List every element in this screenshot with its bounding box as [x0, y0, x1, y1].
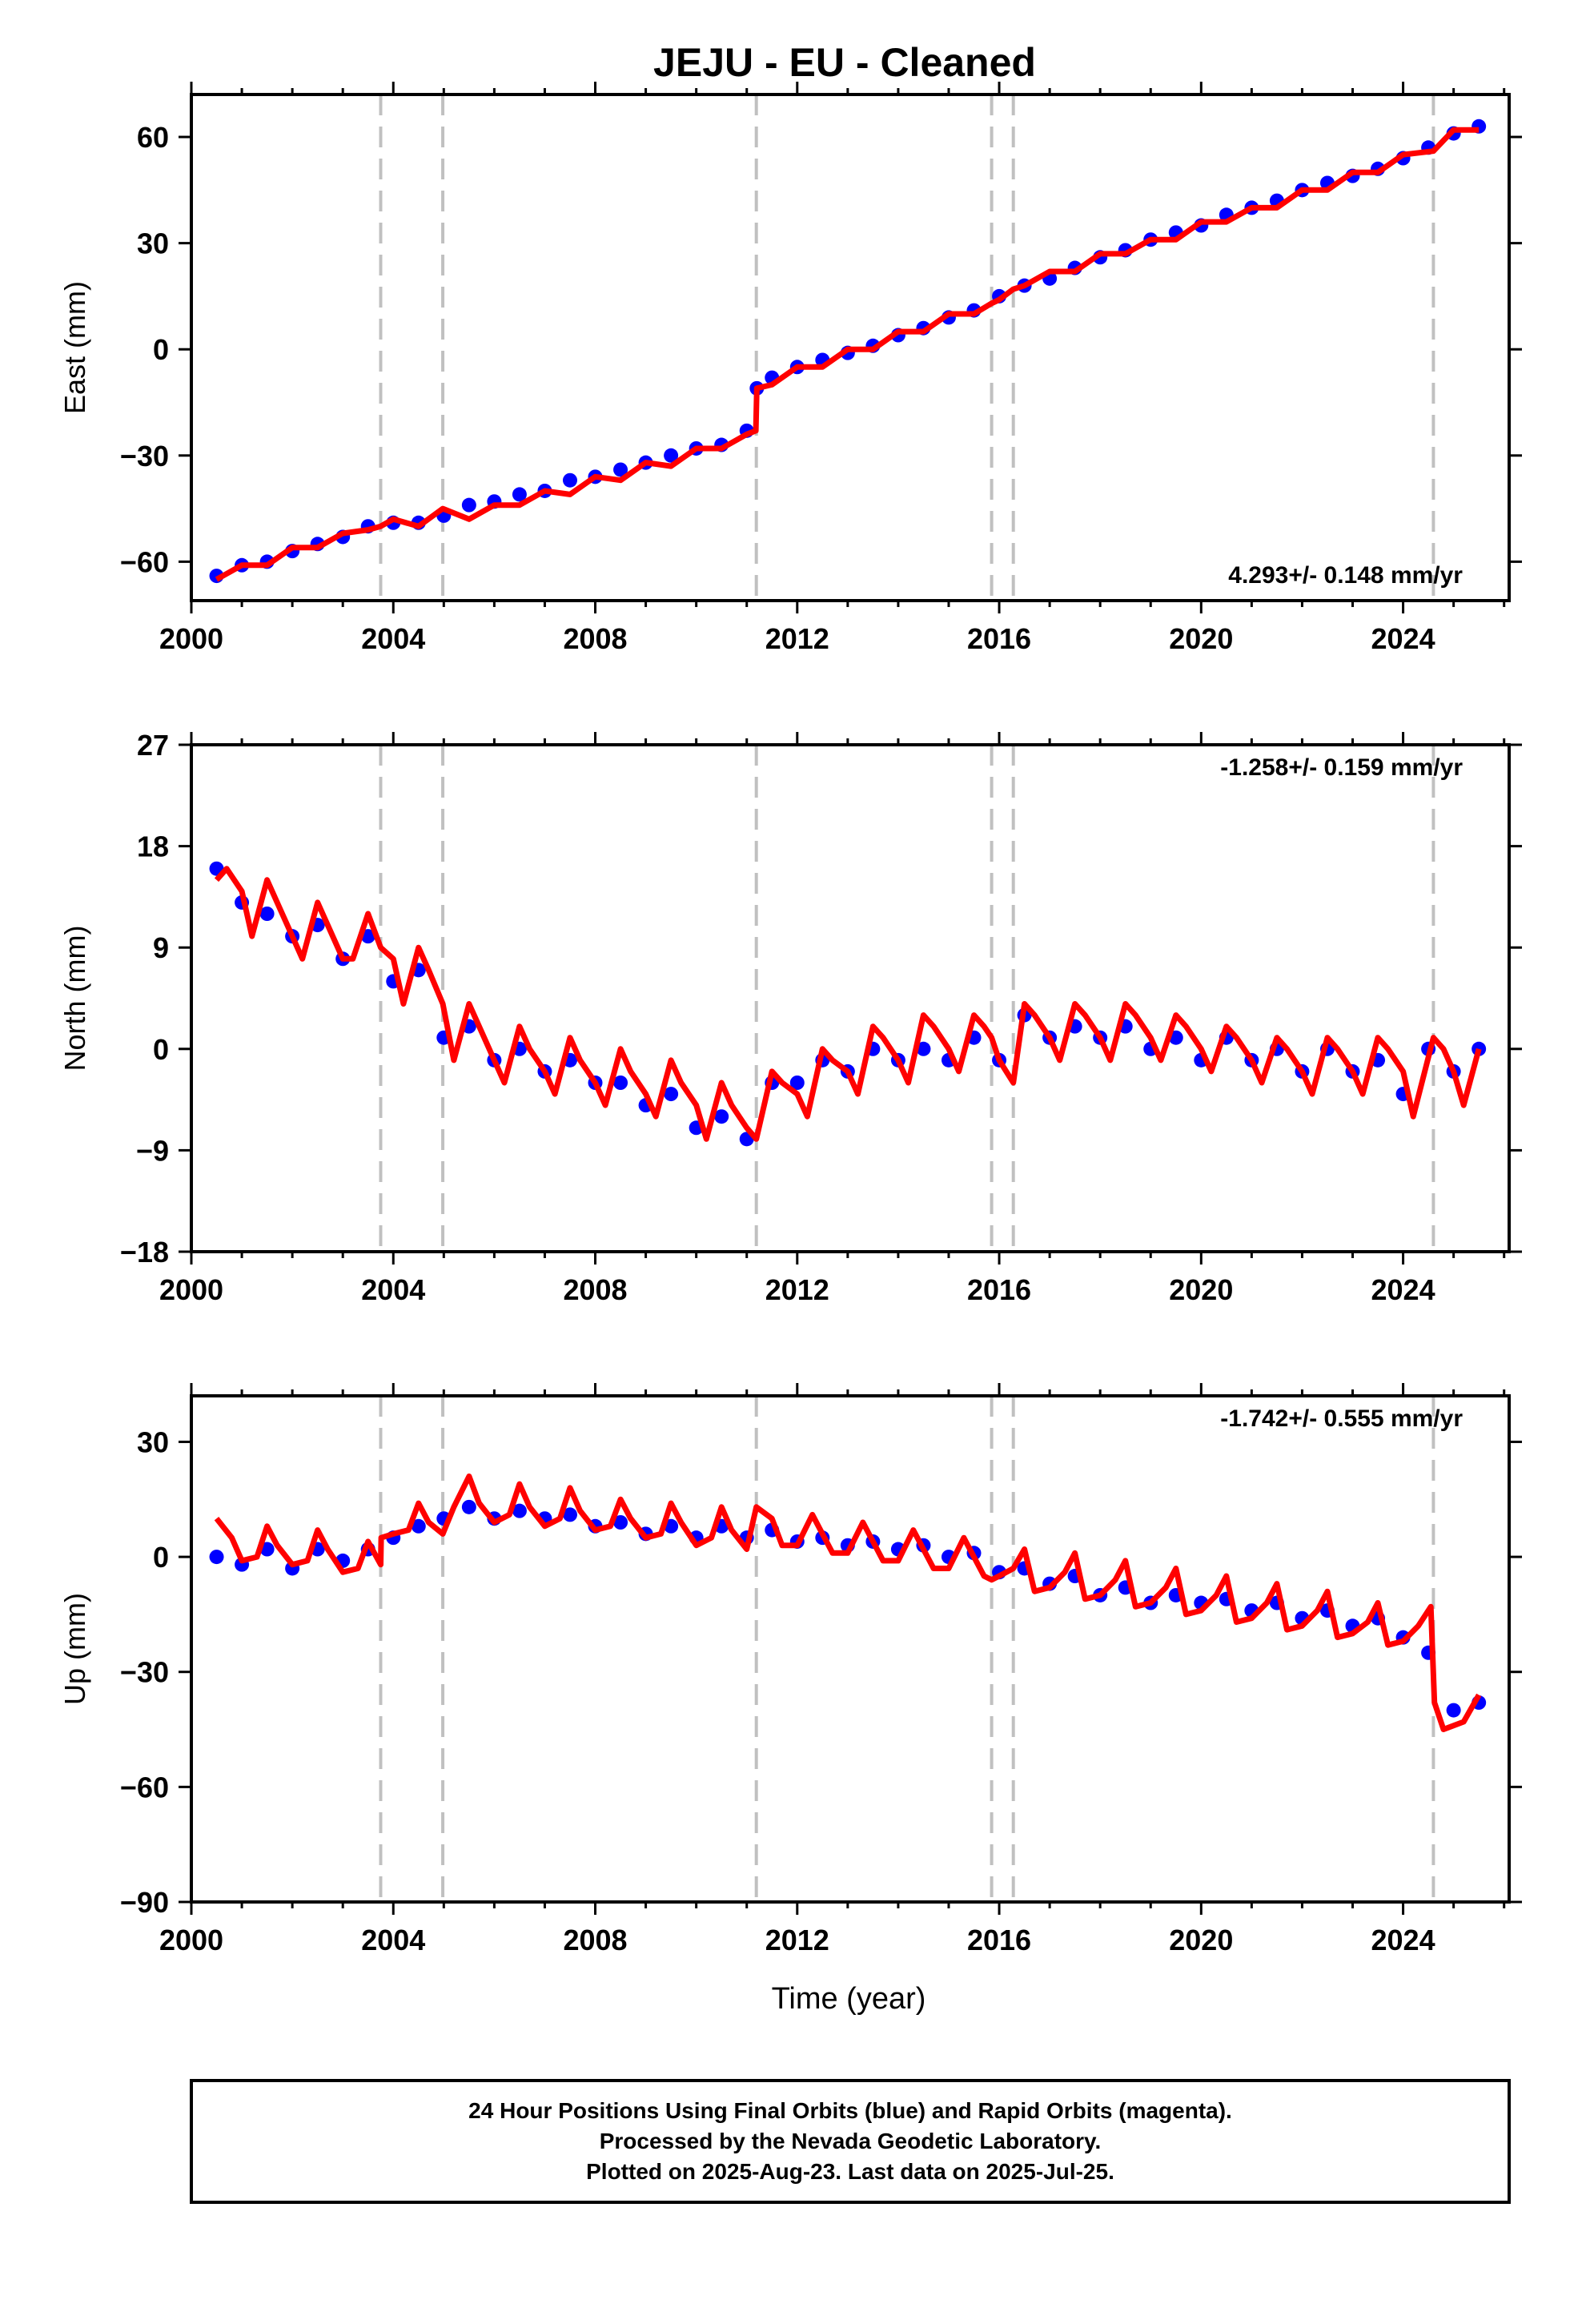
x-tick-label: 2024	[1371, 1273, 1435, 1306]
y-tick-label: −18	[120, 1236, 169, 1269]
y-tick-label: 9	[153, 931, 169, 964]
y-axis-label: Up (mm)	[58, 1593, 91, 1705]
x-tick-label: 2000	[159, 622, 223, 655]
model-line	[215, 127, 1480, 582]
x-tick-label: 2004	[361, 1273, 425, 1306]
footer-line-2: Processed by the Nevada Geodetic Laborat…	[600, 2129, 1102, 2153]
panels: 2000 2004 2008 2012 2016 2020 2024 −60 −30 0 30 60 E…	[58, 82, 1522, 1956]
x-tick-label: 2020	[1169, 1273, 1233, 1306]
y-tick-label: −90	[120, 1886, 169, 1919]
y-axis-label: East (mm)	[58, 281, 91, 414]
footer-frame	[190, 2079, 1511, 2204]
data-point	[411, 1518, 426, 1534]
x-axis-label: Time (year)	[772, 1982, 926, 2016]
data-point	[562, 1507, 577, 1522]
y-axis-label: North (mm)	[58, 926, 91, 1072]
x-tick-label: 2004	[361, 1924, 425, 1956]
x-tick-label: 2008	[563, 622, 627, 655]
x-tick-label: 2016	[967, 1273, 1031, 1306]
data-point	[613, 1515, 628, 1530]
x-tick-label: 2008	[563, 1924, 627, 1956]
rate-label: -1.742+/- 0.555 mm/yr	[1220, 1405, 1463, 1432]
x-tick-label: 2008	[563, 1273, 627, 1306]
data-point	[259, 907, 275, 921]
x-tick-label: 2012	[765, 1273, 829, 1306]
y-tick-label: −60	[120, 545, 169, 578]
plot-frame	[190, 93, 1511, 602]
x-tick-label: 2024	[1371, 622, 1435, 655]
data-point	[613, 462, 628, 477]
data-point	[562, 472, 577, 488]
x-tick-label: 2012	[765, 1924, 829, 1956]
y-tick-label: 0	[153, 333, 169, 366]
panel-3: 2000 2004 2008 2012 2016 2020 2024 −90 −60 −30 0 30…	[58, 1383, 1522, 1956]
data-point	[461, 1499, 476, 1514]
x-tick-label: 2016	[967, 622, 1031, 655]
x-tick-label: 2000	[159, 1273, 223, 1306]
plot-frame	[190, 1394, 1511, 1904]
y-tick-label: 60	[137, 121, 169, 154]
footer-box: 24 Hour Positions Using Final Orbits (bl…	[190, 2079, 1511, 2204]
model-line	[214, 866, 1482, 1142]
x-tick-label: 2016	[967, 1924, 1031, 1956]
y-tick-label: 18	[137, 830, 169, 863]
y-tick-label: −30	[120, 440, 169, 472]
data-point	[1446, 1703, 1461, 1718]
plot-frame	[190, 743, 1511, 1253]
model-line	[214, 1474, 1482, 1732]
x-tick-label: 2020	[1169, 1924, 1233, 1956]
y-tick-label: 30	[137, 1425, 169, 1458]
y-tick-label: 0	[153, 1541, 169, 1574]
data-point	[789, 1076, 805, 1090]
data-point	[512, 487, 527, 502]
data-point	[664, 1087, 679, 1102]
data-point	[512, 1503, 527, 1518]
y-tick-label: −30	[120, 1656, 169, 1689]
x-tick-label: 2012	[765, 622, 829, 655]
data-point	[916, 1041, 931, 1056]
y-tick-label: 30	[137, 227, 169, 260]
y-tick-label: 27	[137, 729, 169, 762]
panel-2: 2000 2004 2008 2012 2016 2020 2024 −18 −9 0 9 18 27 N…	[58, 729, 1522, 1306]
x-tick-label: 2004	[361, 622, 425, 655]
x-tick-label: 2000	[159, 1924, 223, 1956]
y-tick-label: 0	[153, 1033, 169, 1066]
data-point	[461, 497, 476, 513]
data-point	[613, 1076, 628, 1090]
rate-label: 4.293+/- 0.148 mm/yr	[1228, 562, 1463, 589]
x-tick-label: 2020	[1169, 622, 1233, 655]
data-point	[714, 1109, 729, 1124]
data-point	[664, 448, 679, 463]
y-tick-label: −60	[120, 1771, 169, 1803]
footer-line-1: 24 Hour Positions Using Final Orbits (bl…	[468, 2098, 1232, 2123]
panel-1: 2000 2004 2008 2012 2016 2020 2024 −60 −30 0 30 60 E…	[58, 82, 1522, 655]
chart-title: JEJU - EU - Cleaned	[653, 40, 1036, 85]
footer-line-3: Plotted on 2025-Aug-23. Last data on 202…	[586, 2159, 1114, 2184]
rate-label: -1.258+/- 0.159 mm/yr	[1220, 754, 1463, 781]
y-tick-label: −9	[136, 1134, 169, 1167]
data-point	[209, 1550, 224, 1565]
x-tick-label: 2024	[1371, 1924, 1435, 1956]
